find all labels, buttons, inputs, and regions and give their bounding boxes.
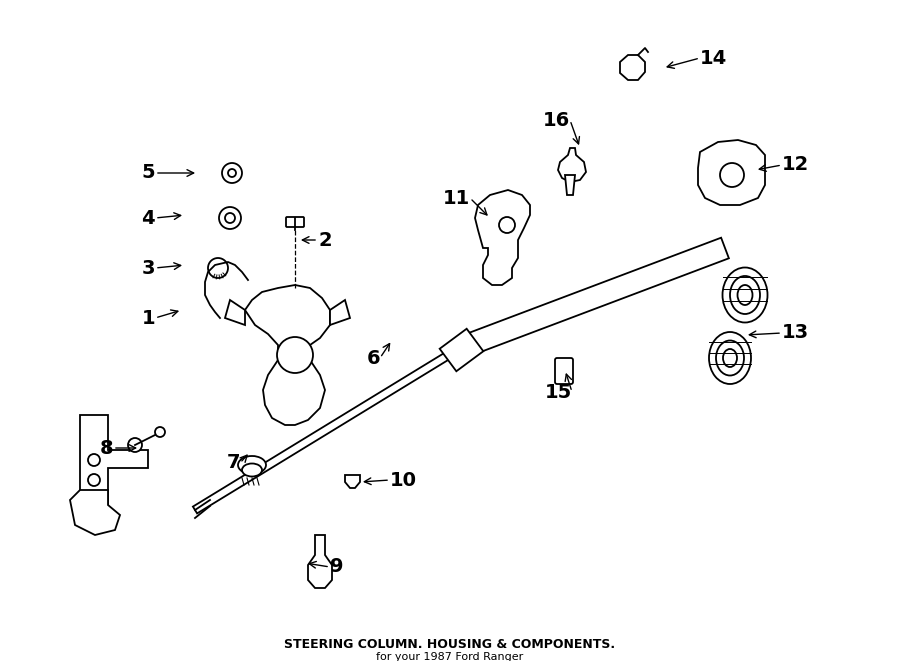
Ellipse shape — [723, 349, 737, 367]
Circle shape — [499, 217, 515, 233]
Circle shape — [88, 474, 100, 486]
Circle shape — [88, 494, 100, 506]
Polygon shape — [193, 342, 467, 514]
Text: 11: 11 — [443, 188, 470, 208]
Text: 15: 15 — [544, 383, 572, 401]
Text: 9: 9 — [330, 557, 344, 576]
Polygon shape — [245, 285, 330, 425]
Polygon shape — [225, 300, 245, 325]
Text: 8: 8 — [99, 438, 113, 457]
Text: 3: 3 — [141, 258, 155, 278]
Ellipse shape — [723, 268, 768, 323]
Ellipse shape — [730, 276, 760, 314]
Text: 10: 10 — [390, 471, 417, 490]
Circle shape — [208, 258, 228, 278]
Polygon shape — [456, 238, 729, 358]
Text: 12: 12 — [782, 155, 809, 175]
Text: 13: 13 — [782, 323, 809, 342]
Circle shape — [88, 454, 100, 466]
Ellipse shape — [709, 332, 751, 384]
Text: 16: 16 — [543, 110, 570, 130]
Text: 14: 14 — [700, 48, 727, 67]
Polygon shape — [698, 140, 765, 205]
Polygon shape — [345, 475, 360, 488]
Polygon shape — [558, 148, 586, 182]
FancyBboxPatch shape — [286, 217, 304, 227]
Text: 2: 2 — [318, 231, 331, 249]
Text: STEERING COLUMN. HOUSING & COMPONENTS.: STEERING COLUMN. HOUSING & COMPONENTS. — [284, 639, 616, 652]
Circle shape — [128, 438, 142, 452]
Text: 1: 1 — [141, 309, 155, 327]
Ellipse shape — [716, 340, 744, 375]
Polygon shape — [80, 415, 148, 510]
Circle shape — [222, 163, 242, 183]
Circle shape — [228, 169, 236, 177]
Text: 7: 7 — [227, 453, 240, 473]
Text: 5: 5 — [141, 163, 155, 182]
Ellipse shape — [238, 456, 266, 474]
Text: for your 1987 Ford Ranger: for your 1987 Ford Ranger — [376, 652, 524, 661]
Text: 6: 6 — [366, 348, 380, 368]
Circle shape — [219, 207, 241, 229]
Polygon shape — [308, 535, 332, 588]
Circle shape — [720, 163, 744, 187]
Polygon shape — [70, 490, 120, 535]
Ellipse shape — [242, 463, 262, 477]
Polygon shape — [440, 329, 483, 371]
Circle shape — [277, 337, 313, 373]
Circle shape — [225, 213, 235, 223]
FancyBboxPatch shape — [555, 358, 573, 384]
Ellipse shape — [737, 285, 752, 305]
Polygon shape — [330, 300, 350, 325]
Circle shape — [155, 427, 165, 437]
Polygon shape — [565, 175, 575, 195]
Text: 4: 4 — [141, 208, 155, 227]
Polygon shape — [475, 190, 530, 285]
Polygon shape — [620, 55, 645, 80]
